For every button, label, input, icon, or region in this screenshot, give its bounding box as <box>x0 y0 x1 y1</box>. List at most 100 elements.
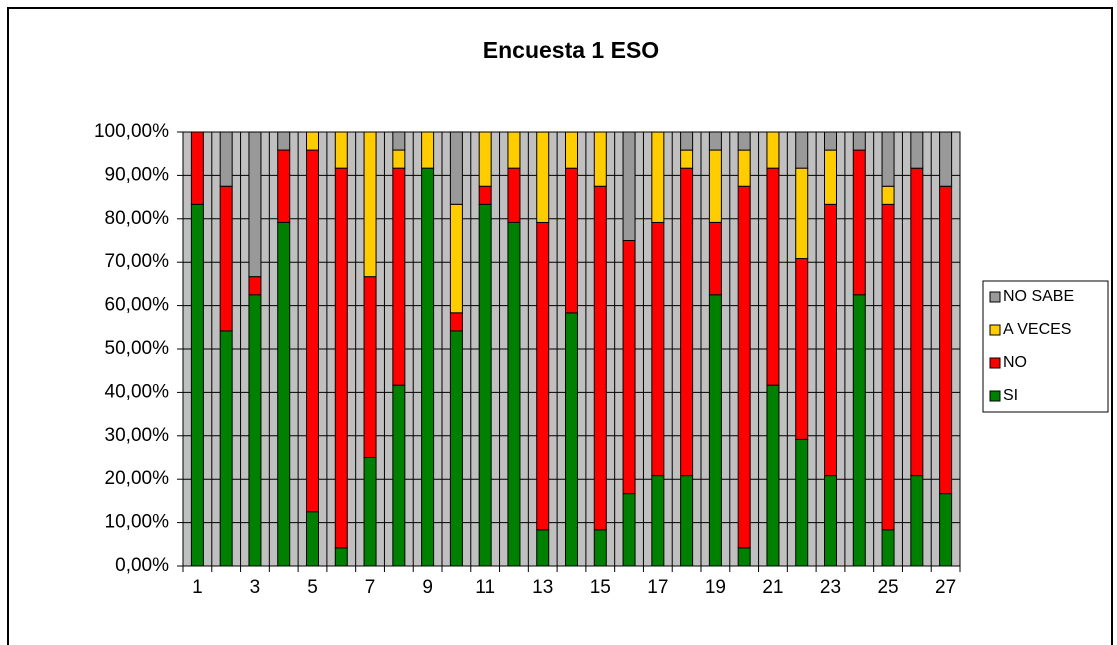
bar-segment <box>737 547 751 567</box>
bar-segment <box>680 149 694 169</box>
bar-segment <box>622 493 636 567</box>
bar-segment <box>651 131 665 223</box>
bar-segment <box>565 167 578 314</box>
bar-segment <box>363 131 377 278</box>
chart-title: Encuesta 1 ESO <box>483 37 659 63</box>
bar-segment <box>507 167 521 223</box>
bar-segment <box>622 240 636 495</box>
bar-segment <box>881 529 895 567</box>
bar-segment <box>881 131 895 187</box>
bar-segment <box>708 221 722 296</box>
y-tick-label: 100,00% <box>94 121 169 142</box>
y-tick-label: 40,00% <box>105 381 170 402</box>
bar-segment <box>392 167 406 386</box>
bar-segment <box>536 221 550 531</box>
bar-segment <box>536 131 550 223</box>
bar-segment <box>219 330 233 567</box>
x-tick-label: 13 <box>532 577 553 598</box>
bar-segment <box>910 475 924 567</box>
x-tick-label: 19 <box>705 577 726 598</box>
bar-segment <box>593 529 607 567</box>
bar-segment <box>824 203 837 477</box>
bar-segment <box>219 131 233 187</box>
legend-label: A VECES <box>1003 321 1071 338</box>
bar-segment <box>363 457 377 567</box>
legend-swatch <box>989 291 1001 303</box>
bar-segment <box>737 131 751 151</box>
legend-swatch <box>989 357 1001 369</box>
bar-segment <box>190 203 204 567</box>
bar-segment <box>248 294 262 567</box>
bar-segment <box>306 131 319 151</box>
y-tick-label: 70,00% <box>105 251 170 272</box>
x-tick-label: 9 <box>422 577 433 598</box>
bar-segment <box>824 131 837 151</box>
x-tick-label: 17 <box>647 577 668 598</box>
bar-segment <box>939 493 953 567</box>
bar-segment <box>708 294 722 567</box>
x-tick-label: 11 <box>475 577 495 598</box>
bar-segment <box>852 294 866 567</box>
legend-label: NO <box>1003 354 1027 371</box>
bar-segment <box>795 258 809 440</box>
bar-segment <box>708 131 722 151</box>
bar-segment <box>680 475 694 567</box>
bar-segment <box>334 131 348 169</box>
bar-segment <box>248 131 262 278</box>
bar-segment <box>536 529 550 567</box>
bar-segment <box>507 221 521 567</box>
bar-segment <box>507 131 521 169</box>
x-tick-label: 27 <box>935 577 956 598</box>
bar-segment <box>852 149 866 296</box>
bar-segment <box>421 167 435 567</box>
chart-border <box>7 7 1113 645</box>
x-tick-label: 25 <box>877 577 898 598</box>
bar-segment <box>766 384 780 567</box>
bar-segment <box>939 131 953 187</box>
x-tick-label: 5 <box>307 577 318 598</box>
legend-box <box>982 280 1109 413</box>
bar-segment <box>449 203 463 314</box>
bar-segment <box>334 547 348 567</box>
bar-segment <box>737 149 751 187</box>
y-tick-label: 20,00% <box>105 468 170 489</box>
bar-segment <box>593 131 607 187</box>
bar-segment <box>910 131 924 169</box>
bar-segment <box>277 221 291 567</box>
x-tick-label: 23 <box>820 577 841 598</box>
bar-segment <box>737 185 751 549</box>
bar-segment <box>766 131 780 169</box>
y-tick-label: 80,00% <box>105 208 170 229</box>
bar-segment <box>478 185 492 205</box>
bar-segment <box>449 312 463 332</box>
bar-segment <box>593 185 607 531</box>
y-tick-label: 0,00% <box>115 555 169 576</box>
bar-segment <box>421 131 435 169</box>
bar-segment <box>219 185 233 332</box>
bar-segment <box>190 131 204 205</box>
bar-segment <box>766 167 780 386</box>
bar-segment <box>824 149 837 205</box>
bar-segment <box>795 438 809 567</box>
bar-segment <box>306 149 319 513</box>
x-tick-label: 21 <box>762 577 783 598</box>
bar-segment <box>680 167 694 477</box>
bar-segment <box>565 131 578 169</box>
y-tick-label: 60,00% <box>105 295 170 316</box>
bar-segment <box>478 131 492 187</box>
bar-segment <box>824 475 837 567</box>
y-tick-label: 30,00% <box>105 425 170 446</box>
y-tick-label: 90,00% <box>105 164 170 185</box>
bar-segment <box>651 221 665 477</box>
bar-segment <box>392 149 406 169</box>
bar-segment <box>478 203 492 567</box>
x-tick-label: 15 <box>590 577 611 598</box>
legend-label: SI <box>1003 387 1018 404</box>
y-tick-label: 50,00% <box>105 338 170 359</box>
bar-segment <box>910 167 924 477</box>
bar-segment <box>363 276 377 458</box>
bar-segment <box>565 312 578 567</box>
bar-segment <box>334 167 348 549</box>
bar-segment <box>277 131 291 151</box>
